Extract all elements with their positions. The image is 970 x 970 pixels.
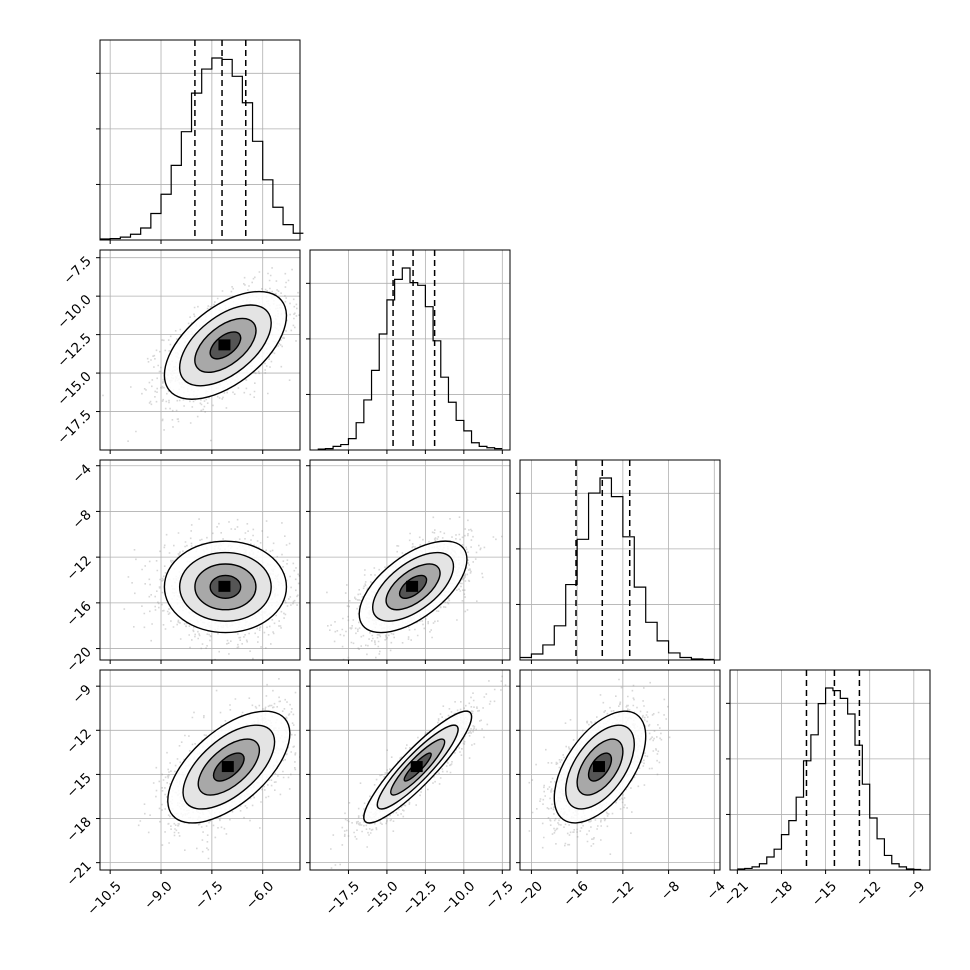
- density-3-0: [137, 678, 300, 860]
- panel-background: [730, 670, 930, 870]
- x-tick-label: −12: [606, 878, 637, 909]
- panel-0-0: [100, 40, 304, 240]
- y-tick-label: −15: [63, 770, 94, 801]
- panel-3-3: [730, 670, 930, 871]
- y-tick-label: −4: [69, 461, 94, 486]
- x-tick-label: −17.5: [323, 878, 364, 919]
- y-tick-label: −10.0: [54, 292, 95, 333]
- density-peak: [406, 580, 419, 592]
- histogram-3: [737, 687, 922, 871]
- density-3-2: [528, 678, 671, 855]
- x-tick-label: −9: [903, 878, 928, 903]
- x-tick-label: −21: [720, 878, 751, 909]
- panel-1-1: [310, 250, 510, 450]
- y-tick-label: −9: [69, 682, 94, 707]
- x-tick-label: −12.5: [399, 878, 440, 919]
- panel-2-1: [310, 460, 510, 660]
- histogram-2: [520, 477, 715, 661]
- x-tick-label: −6.0: [243, 878, 277, 912]
- panel-2-0: [100, 460, 300, 660]
- density-3-1: [330, 675, 507, 869]
- x-tick-label: −16: [560, 878, 591, 909]
- density-2-0: [123, 518, 300, 660]
- density-1-0: [102, 267, 300, 442]
- panel-border: [519, 459, 721, 661]
- x-tick-label: −18: [765, 878, 796, 909]
- x-tick-label: −12: [853, 878, 884, 909]
- y-tick-label: −12: [63, 553, 94, 584]
- y-tick-label: −16: [63, 598, 94, 629]
- panel-border: [519, 669, 721, 871]
- x-tick-label: −9.0: [141, 878, 175, 912]
- panel-border: [99, 249, 301, 451]
- y-tick-label: −21: [63, 858, 94, 889]
- x-tick-label: −15: [809, 878, 840, 909]
- y-tick-label: −17.5: [54, 407, 95, 448]
- x-tick-label: −7.5: [482, 878, 516, 912]
- panel-border: [309, 459, 511, 661]
- y-tick-label: −18: [63, 814, 94, 845]
- panel-3-0: [100, 670, 300, 870]
- panel-2-2: [520, 460, 720, 661]
- density-peak: [218, 339, 231, 351]
- panel-3-1: [310, 670, 510, 870]
- panel-border: [729, 669, 931, 871]
- panel-border: [99, 39, 301, 241]
- y-tick-label: −15.0: [54, 369, 95, 410]
- panel-border: [309, 669, 511, 871]
- x-tick-label: −10.5: [84, 878, 125, 919]
- x-tick-label: −20: [515, 878, 546, 909]
- x-tick-label: −8: [658, 878, 683, 903]
- panel-border: [99, 669, 301, 871]
- y-tick-label: −8: [69, 507, 94, 532]
- x-tick-label: −7.5: [192, 878, 226, 912]
- x-tick-label: −10.0: [438, 878, 479, 919]
- panel-border: [309, 249, 511, 451]
- panel-background: [520, 460, 720, 660]
- y-tick-label: −12.5: [54, 330, 95, 371]
- density-2-1: [326, 516, 503, 660]
- panel-border: [99, 459, 301, 661]
- y-tick-label: −7.5: [60, 253, 94, 287]
- panel-1-0: [100, 250, 300, 450]
- panel-3-2: [520, 670, 720, 870]
- density-peak: [593, 761, 605, 773]
- panel-background: [100, 40, 300, 240]
- density-peak: [410, 761, 423, 773]
- x-tick-label: −15.0: [361, 878, 402, 919]
- density-peak: [221, 761, 234, 773]
- y-tick-label: −12: [63, 726, 94, 757]
- histogram-1: [317, 267, 503, 450]
- y-tick-label: −20: [63, 644, 94, 675]
- histogram-0: [100, 57, 304, 240]
- density-peak: [218, 580, 231, 592]
